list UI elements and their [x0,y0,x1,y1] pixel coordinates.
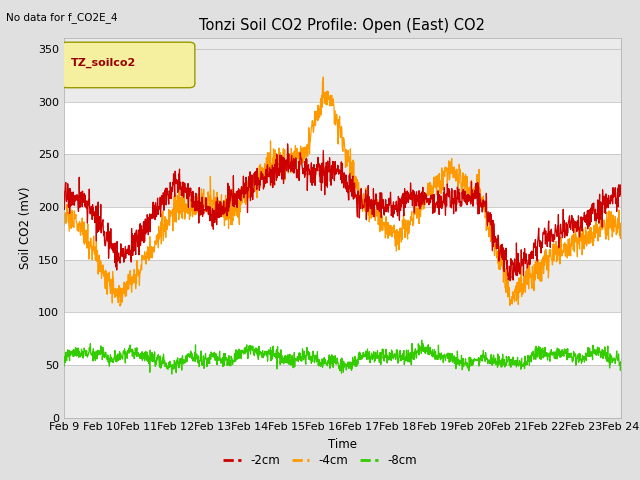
Y-axis label: Soil CO2 (mV): Soil CO2 (mV) [19,187,33,269]
Bar [64,154,621,207]
Bar [64,102,621,154]
Bar [64,207,621,260]
Bar [64,365,621,418]
Bar [64,260,621,312]
Text: TZ_soilco2: TZ_soilco2 [70,58,136,68]
Title: Tonzi Soil CO2 Profile: Open (East) CO2: Tonzi Soil CO2 Profile: Open (East) CO2 [200,18,485,33]
Text: No data for f_CO2E_4: No data for f_CO2E_4 [6,12,118,23]
X-axis label: Time: Time [328,438,357,451]
Legend: -2cm, -4cm, -8cm: -2cm, -4cm, -8cm [218,449,422,472]
FancyBboxPatch shape [61,42,195,88]
Bar [64,49,621,102]
Bar [64,312,621,365]
